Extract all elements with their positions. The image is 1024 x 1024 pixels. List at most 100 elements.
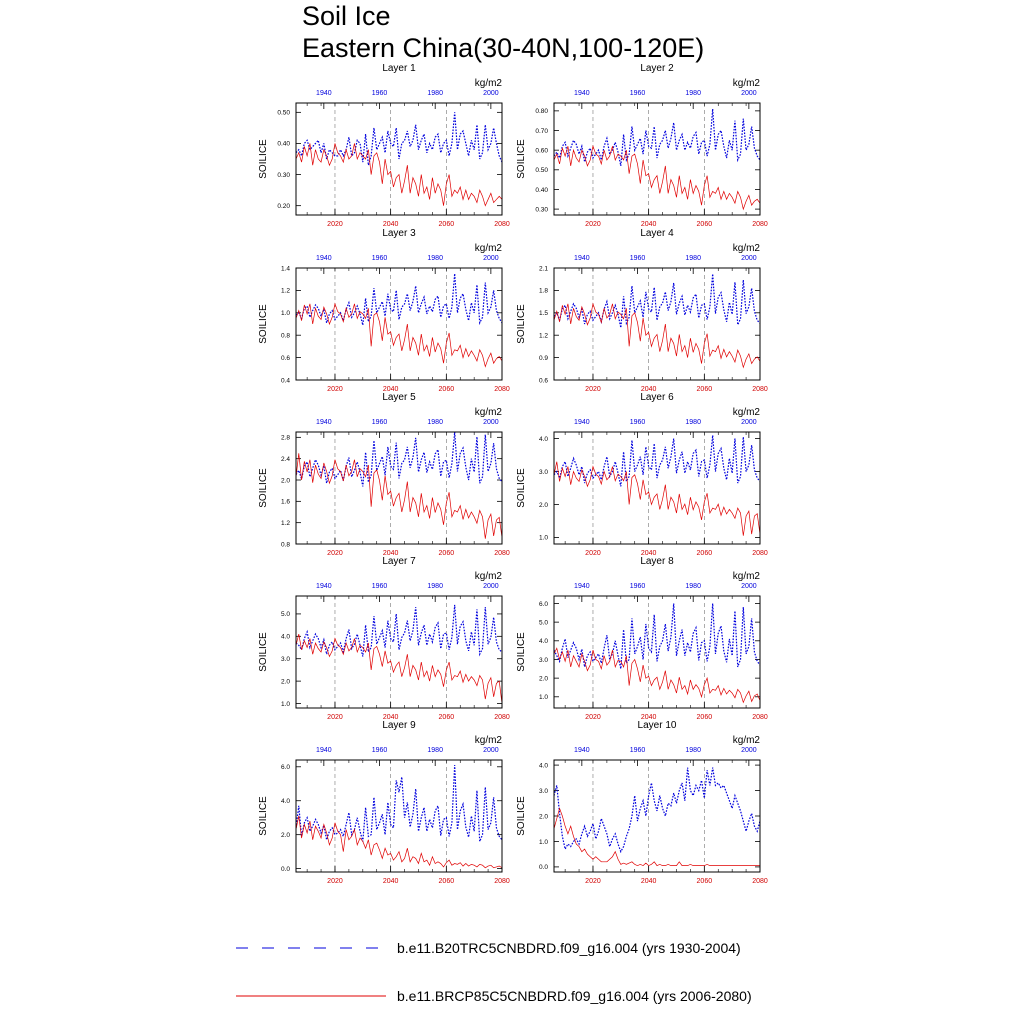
layer-4-frame bbox=[553, 267, 761, 381]
layer-7-ytick-label: 1.0 bbox=[281, 701, 290, 708]
layer-3-ytick-label: 0.4 bbox=[281, 377, 290, 384]
layer-6-series-historical-line bbox=[554, 435, 760, 487]
layer-5-ytick-label: 2.4 bbox=[281, 456, 290, 463]
layer-10-xtick-bottom-label: 2040 bbox=[641, 878, 657, 885]
layer-7-title: Layer 7 bbox=[382, 556, 416, 567]
layer-4-series-historical-line bbox=[554, 273, 760, 328]
layer-4-xtick-bottom-label: 2080 bbox=[752, 386, 768, 393]
layer-8-xtick-bottom-label: 2060 bbox=[697, 714, 713, 721]
layer-1-series-rcp85-line bbox=[296, 143, 502, 207]
layer-7-xtick-top-label: 1960 bbox=[372, 583, 388, 590]
layer-8-panel: Layer 8 kg/m2 SOILICE 1.0 2.0 3.0 4.0 5.0 6.0 202… bbox=[516, 556, 768, 721]
layer-1-ytick-label: 0.30 bbox=[277, 172, 290, 179]
layer-4-xtick-top-label: 2000 bbox=[741, 255, 757, 262]
layer-10-xtick-bottom-label: 2060 bbox=[697, 878, 713, 885]
layer-5-xtick-bottom-label: 2080 bbox=[494, 550, 510, 557]
layer-6-ylabel: SOILICE bbox=[516, 468, 527, 508]
layer-6-xtick-bottom-label: 2060 bbox=[697, 550, 713, 557]
layer-10-series-historical-line bbox=[554, 767, 760, 854]
layer-3-xtick-top-label: 2000 bbox=[483, 255, 499, 262]
layer-9-panel: Layer 9 kg/m2 SOILICE 0.0 2.0 4.0 6.0 2020 2040 2… bbox=[258, 720, 510, 885]
layer-5-xtick-bottom-label: 2040 bbox=[383, 550, 399, 557]
layer-8-series-historical-line bbox=[554, 603, 760, 669]
figure-title-line2: Eastern China(30-40N,100-120E) bbox=[302, 33, 704, 63]
layer-9-xtick-bottom-label: 2060 bbox=[439, 878, 455, 885]
layer-5-series-rcp85-line bbox=[296, 453, 502, 539]
layer-8-ytick-label: 5.0 bbox=[539, 619, 548, 626]
layer-5-ytick-label: 0.8 bbox=[281, 541, 290, 548]
layer-5-series-historical-line bbox=[296, 432, 502, 487]
layer-4-ytick-label: 0.6 bbox=[539, 377, 548, 384]
layer-5-xtick-top-label: 1960 bbox=[372, 419, 388, 426]
layer-10-frame bbox=[553, 759, 761, 873]
layer-6-ytick-label: 2.0 bbox=[539, 502, 548, 509]
layer-7-xtick-bottom-label: 2080 bbox=[494, 714, 510, 721]
layer-2-ytick-label: 0.50 bbox=[535, 167, 548, 174]
layer-10-xtick-bottom-label: 2080 bbox=[752, 878, 768, 885]
layer-9-ytick-label: 4.0 bbox=[281, 798, 290, 805]
layer-3-series-historical-line bbox=[296, 273, 502, 326]
layer-9-ytick-label: 6.0 bbox=[281, 764, 290, 771]
legend: b.e11.B20TRC5CNBDRD.f09_g16.004 (yrs 193… bbox=[236, 940, 752, 1004]
layer-8-units: kg/m2 bbox=[733, 571, 761, 582]
layer-4-xtick-bottom-label: 2020 bbox=[585, 386, 601, 393]
layer-9-xtick-top-label: 2000 bbox=[483, 747, 499, 754]
layer-7-ylabel: SOILICE bbox=[258, 632, 269, 672]
layer-2-ytick-label: 0.40 bbox=[535, 187, 548, 194]
layer-2-xtick-bottom-label: 2040 bbox=[641, 221, 657, 228]
layer-7-panel: Layer 7 kg/m2 SOILICE 1.0 2.0 3.0 4.0 5.0 2020 20… bbox=[258, 556, 510, 721]
layer-8-xtick-bottom-label: 2040 bbox=[641, 714, 657, 721]
legend-label-historical: b.e11.B20TRC5CNBDRD.f09_g16.004 (yrs 193… bbox=[397, 940, 741, 956]
layer-4-title: Layer 4 bbox=[640, 228, 674, 239]
layer-8-xtick-bottom-label: 2020 bbox=[585, 714, 601, 721]
layer-10-xtick-top-label: 2000 bbox=[741, 747, 757, 754]
layer-2-title: Layer 2 bbox=[640, 63, 674, 74]
layer-5-xtick-top-label: 1980 bbox=[427, 419, 443, 426]
layer-9-units: kg/m2 bbox=[475, 735, 503, 746]
layer-7-units: kg/m2 bbox=[475, 571, 503, 582]
layer-2-xtick-bottom-label: 2080 bbox=[752, 221, 768, 228]
layer-3-ytick-label: 1.4 bbox=[281, 265, 290, 272]
layer-4-series-rcp85-line bbox=[554, 302, 760, 369]
layer-4-xtick-top-label: 1960 bbox=[630, 255, 646, 262]
layer-1-series-historical-line bbox=[296, 112, 502, 166]
layer-3-xtick-bottom-label: 2060 bbox=[439, 386, 455, 393]
layer-9-xtick-bottom-label: 2020 bbox=[327, 878, 343, 885]
layer-5-xtick-top-label: 1940 bbox=[316, 419, 332, 426]
layer-10-xtick-bottom-label: 2020 bbox=[585, 878, 601, 885]
layer-4-panel: Layer 4 kg/m2 SOILICE 0.6 0.9 1.2 1.5 1.8 2.1 202… bbox=[516, 228, 768, 393]
layer-5-xtick-top-label: 2000 bbox=[483, 419, 499, 426]
layer-8-ytick-label: 6.0 bbox=[539, 601, 548, 608]
layer-10-panel: Layer 10 kg/m2 SOILICE 0.0 1.0 2.0 3.0 4.0 2020 2… bbox=[516, 720, 768, 885]
layer-4-ytick-label: 1.2 bbox=[539, 333, 548, 340]
layer-2-series-historical-line bbox=[554, 108, 760, 166]
layer-7-xtick-bottom-label: 2060 bbox=[439, 714, 455, 721]
layer-10-ytick-label: 4.0 bbox=[539, 762, 548, 769]
layer-1-xtick-top-label: 1980 bbox=[427, 90, 443, 97]
layer-4-xtick-bottom-label: 2060 bbox=[697, 386, 713, 393]
layer-6-frame bbox=[553, 431, 761, 545]
layer-6-title: Layer 6 bbox=[640, 392, 674, 403]
layer-6-ytick-label: 1.0 bbox=[539, 535, 548, 542]
layer-8-series-rcp85-line bbox=[554, 647, 760, 704]
layer-1-xtick-bottom-label: 2060 bbox=[439, 221, 455, 228]
layer-2-frame bbox=[553, 102, 761, 216]
layer-3-ytick-label: 1.0 bbox=[281, 310, 290, 317]
layer-1-ylabel: SOILICE bbox=[258, 139, 269, 179]
layer-1-xtick-top-label: 1940 bbox=[316, 90, 332, 97]
layer-6-xtick-bottom-label: 2040 bbox=[641, 550, 657, 557]
layer-10-series-rcp85-line bbox=[554, 807, 760, 867]
layer-1-units: kg/m2 bbox=[475, 78, 503, 89]
layer-10-ytick-label: 1.0 bbox=[539, 839, 548, 846]
layer-5-frame bbox=[295, 431, 503, 545]
layer-7-xtick-top-label: 1980 bbox=[427, 583, 443, 590]
layer-3-xtick-top-label: 1980 bbox=[427, 255, 443, 262]
layer-8-ytick-label: 2.0 bbox=[539, 675, 548, 682]
layer-2-ylabel: SOILICE bbox=[516, 139, 527, 179]
layer-10-title: Layer 10 bbox=[638, 720, 677, 731]
layer-6-xtick-top-label: 1960 bbox=[630, 419, 646, 426]
layer-10-xtick-top-label: 1940 bbox=[574, 747, 590, 754]
layer-2-series-rcp85-line bbox=[554, 144, 760, 211]
layer-10-ytick-label: 0.0 bbox=[539, 864, 548, 871]
layer-9-xtick-top-label: 1980 bbox=[427, 747, 443, 754]
